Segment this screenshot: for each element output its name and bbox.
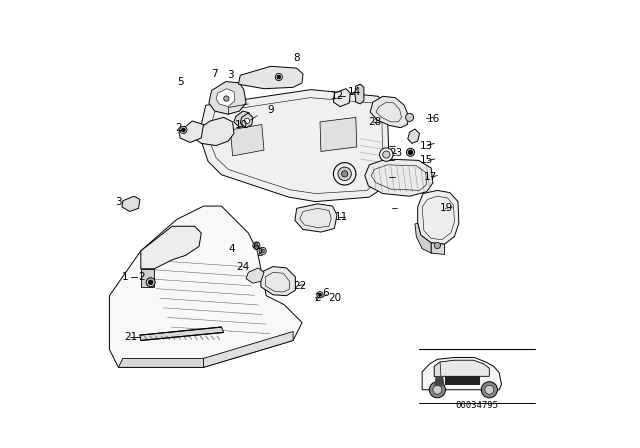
Polygon shape xyxy=(435,376,445,386)
Circle shape xyxy=(406,148,415,156)
Polygon shape xyxy=(261,267,296,296)
Text: 4: 4 xyxy=(228,244,235,254)
Circle shape xyxy=(333,163,356,185)
Text: 11: 11 xyxy=(334,212,348,222)
Polygon shape xyxy=(365,159,433,196)
Polygon shape xyxy=(109,206,302,367)
Text: 7: 7 xyxy=(212,69,218,79)
Text: 16: 16 xyxy=(427,114,440,124)
Polygon shape xyxy=(230,125,264,156)
Text: 6: 6 xyxy=(323,289,329,298)
Polygon shape xyxy=(141,226,202,269)
Polygon shape xyxy=(239,66,303,89)
Text: 22: 22 xyxy=(293,281,307,291)
Circle shape xyxy=(406,113,413,121)
Circle shape xyxy=(259,247,266,254)
Text: 19: 19 xyxy=(440,203,453,213)
Text: 2: 2 xyxy=(176,123,182,133)
Circle shape xyxy=(224,96,229,101)
Text: 23: 23 xyxy=(389,148,403,158)
Circle shape xyxy=(148,280,153,284)
Circle shape xyxy=(180,126,187,134)
Circle shape xyxy=(342,171,348,177)
Polygon shape xyxy=(240,113,253,128)
Text: 13: 13 xyxy=(419,141,433,151)
Polygon shape xyxy=(179,121,204,142)
Text: 28: 28 xyxy=(369,117,381,127)
Polygon shape xyxy=(415,223,431,253)
Polygon shape xyxy=(370,96,409,128)
Polygon shape xyxy=(355,84,364,104)
Polygon shape xyxy=(194,117,234,146)
Circle shape xyxy=(383,151,390,158)
Polygon shape xyxy=(141,269,154,287)
Polygon shape xyxy=(445,376,481,385)
Text: 18: 18 xyxy=(333,168,347,177)
Circle shape xyxy=(485,385,494,394)
Circle shape xyxy=(244,118,250,124)
Circle shape xyxy=(433,385,442,394)
Text: 1: 1 xyxy=(122,272,129,282)
Polygon shape xyxy=(246,268,264,283)
Text: 24: 24 xyxy=(236,262,249,271)
Polygon shape xyxy=(199,90,389,202)
Polygon shape xyxy=(435,362,441,376)
Polygon shape xyxy=(122,196,140,211)
Text: 3: 3 xyxy=(227,70,234,80)
Text: 12: 12 xyxy=(332,91,344,101)
Polygon shape xyxy=(140,327,224,340)
Text: 14: 14 xyxy=(348,87,361,97)
Circle shape xyxy=(275,73,282,81)
Text: 17: 17 xyxy=(424,172,437,182)
Text: 20: 20 xyxy=(328,293,341,303)
Circle shape xyxy=(434,242,440,249)
Circle shape xyxy=(380,148,393,161)
Polygon shape xyxy=(204,332,293,367)
Text: 5: 5 xyxy=(177,77,184,86)
Text: 2: 2 xyxy=(139,272,145,282)
Circle shape xyxy=(338,167,351,181)
Polygon shape xyxy=(216,89,235,107)
Text: 00034795: 00034795 xyxy=(455,401,499,410)
Text: 9: 9 xyxy=(267,105,274,115)
Text: 21: 21 xyxy=(124,332,137,342)
Circle shape xyxy=(253,242,260,249)
Polygon shape xyxy=(418,190,459,244)
Polygon shape xyxy=(295,204,337,232)
Text: 8: 8 xyxy=(293,53,300,63)
Circle shape xyxy=(255,244,258,247)
Polygon shape xyxy=(333,89,351,107)
Circle shape xyxy=(182,128,185,132)
Text: 3: 3 xyxy=(115,198,122,207)
Circle shape xyxy=(261,249,264,253)
Polygon shape xyxy=(408,129,419,143)
Text: 10: 10 xyxy=(235,120,248,129)
Circle shape xyxy=(277,75,280,79)
Circle shape xyxy=(408,150,413,155)
Polygon shape xyxy=(435,360,490,376)
Circle shape xyxy=(319,293,321,296)
Text: 2: 2 xyxy=(257,248,263,258)
Polygon shape xyxy=(422,358,502,390)
Text: 15: 15 xyxy=(419,155,433,165)
Polygon shape xyxy=(234,111,251,128)
Circle shape xyxy=(429,382,445,398)
Text: 6: 6 xyxy=(252,242,259,252)
Polygon shape xyxy=(118,358,208,367)
Polygon shape xyxy=(320,117,356,151)
Text: 2: 2 xyxy=(315,293,321,303)
Polygon shape xyxy=(209,82,246,114)
Polygon shape xyxy=(431,243,445,254)
Circle shape xyxy=(317,292,323,298)
Circle shape xyxy=(481,382,497,398)
Circle shape xyxy=(146,278,155,287)
